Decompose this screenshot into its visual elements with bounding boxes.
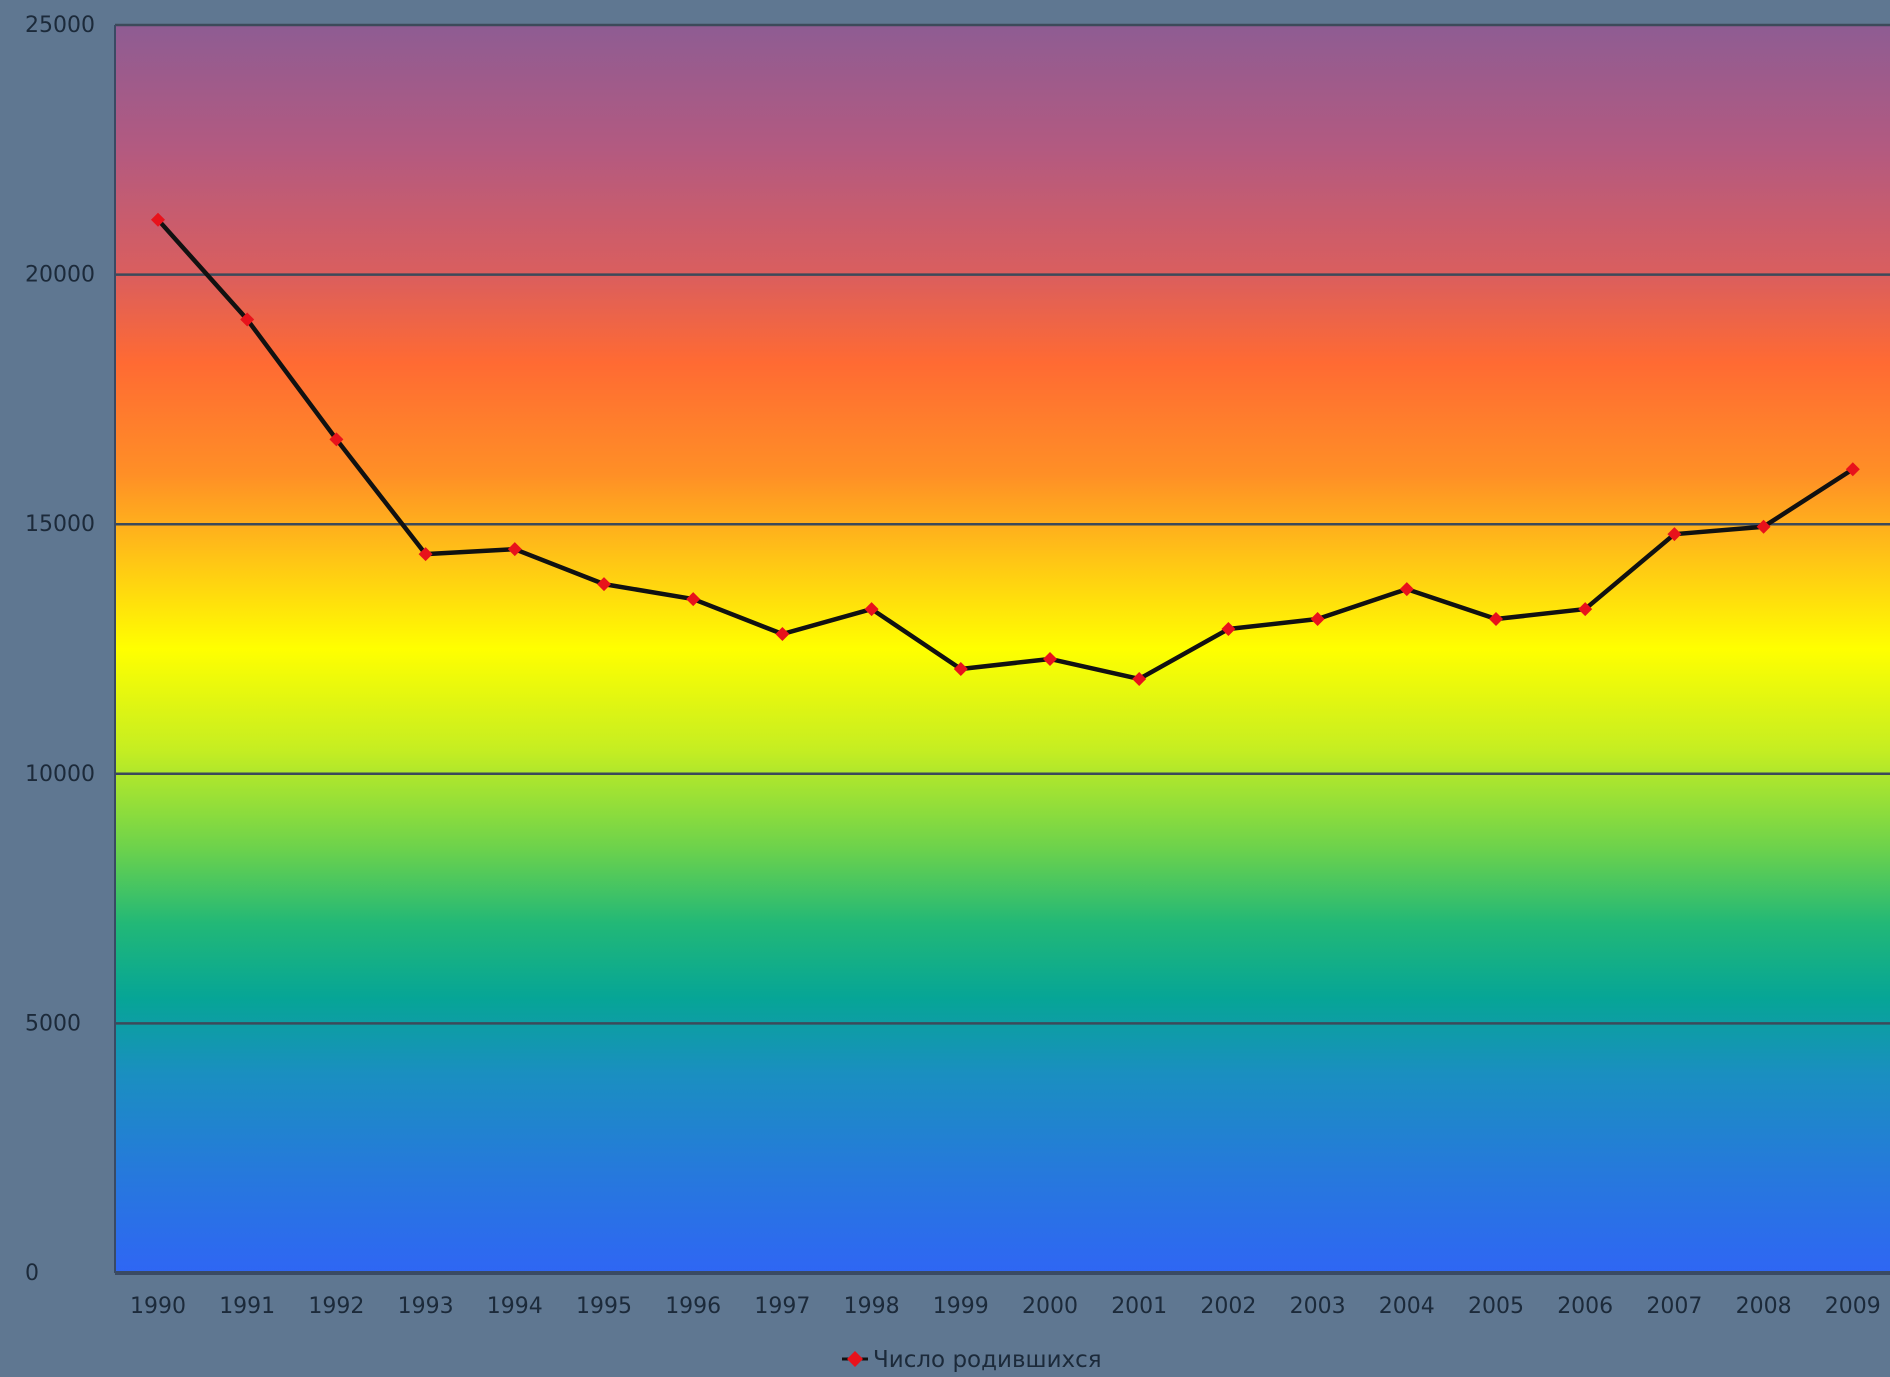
data-point [1667, 527, 1682, 542]
data-point [240, 312, 255, 327]
x-tick-label: 1994 [487, 1294, 543, 1319]
data-point [1310, 612, 1325, 627]
x-tick-label: 2005 [1468, 1294, 1524, 1319]
data-point [597, 577, 611, 592]
x-tick-label: 2006 [1557, 1294, 1613, 1319]
plot-area [115, 25, 1890, 1273]
x-tick-label: 1996 [665, 1294, 721, 1319]
series-line [156, 218, 1855, 682]
y-tick-label: 5000 [25, 1011, 81, 1036]
data-point [418, 547, 433, 562]
x-tick-label: 2000 [1022, 1294, 1078, 1319]
x-tick-label: 2008 [1736, 1294, 1792, 1319]
data-point [507, 542, 522, 557]
data-point [953, 661, 968, 676]
x-tick-label: 1997 [754, 1294, 810, 1319]
x-tick-label: 1998 [844, 1294, 900, 1319]
data-point [1756, 519, 1771, 534]
x-tick-label: 1993 [398, 1294, 454, 1319]
x-tick-label: 2007 [1646, 1294, 1702, 1319]
x-tick-label: 2003 [1290, 1294, 1346, 1319]
data-point [1489, 612, 1503, 627]
series-layer [151, 212, 1860, 686]
data-point [1043, 651, 1057, 666]
data-point [864, 602, 879, 617]
data-point [1845, 462, 1860, 477]
x-tick-label: 2009 [1825, 1294, 1881, 1319]
x-tick-label: 2002 [1200, 1294, 1256, 1319]
data-point [1132, 671, 1147, 686]
data-point [1399, 582, 1414, 597]
y-tick-label: 20000 [25, 263, 95, 288]
y-tick-label: 10000 [25, 762, 95, 787]
data-point [1578, 602, 1593, 617]
x-tick-label: 1992 [308, 1294, 364, 1319]
gridlines [115, 23, 1890, 1025]
x-tick-label: 1995 [576, 1294, 632, 1319]
y-tick-label: 15000 [25, 512, 95, 537]
axes [114, 25, 1890, 1275]
x-tick-label: 2004 [1379, 1294, 1435, 1319]
data-point [775, 627, 790, 642]
x-tick-label: 2001 [1111, 1294, 1167, 1319]
y-tick-labels: 0 5000 10000 15000 20000 25000 [25, 13, 95, 1286]
x-tick-label: 1991 [219, 1294, 275, 1319]
x-tick-label: 1999 [933, 1294, 989, 1319]
data-point [1221, 622, 1236, 637]
legend-label: Число родившихся [873, 1347, 1102, 1373]
x-tick-label: 1990 [130, 1294, 186, 1319]
y-tick-label: 0 [25, 1261, 39, 1286]
data-point [686, 592, 701, 607]
x-tick-labels: 1990 1991 1992 1993 1994 1995 1996 1997 1998 1999… [130, 1294, 1881, 1319]
y-tick-label: 25000 [25, 13, 95, 38]
legend: Число родившихся [842, 1347, 1102, 1373]
data-point [329, 432, 344, 447]
data-point [151, 212, 165, 227]
legend-marker-swatch [847, 1351, 863, 1367]
